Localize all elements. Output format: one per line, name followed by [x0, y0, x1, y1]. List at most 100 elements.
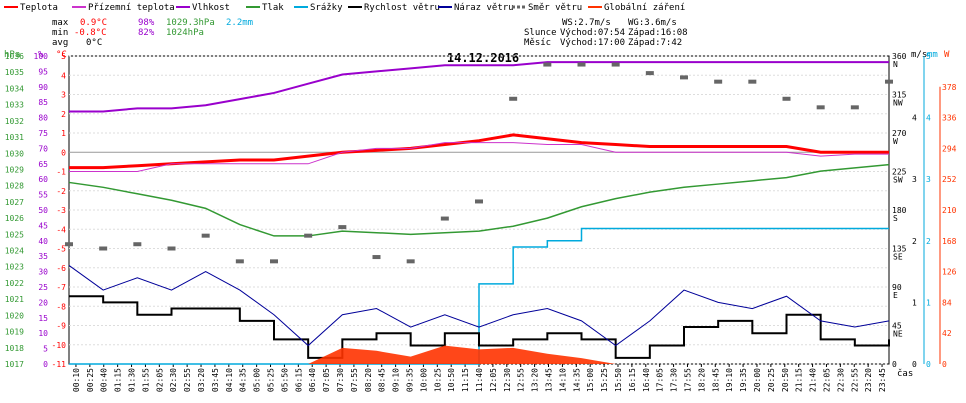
series-layer [65, 61, 893, 365]
x-tick-label: 16:15 [628, 368, 637, 392]
wind-direction-point [304, 233, 313, 238]
x-tick-label: 02:05 [155, 368, 164, 392]
x-tick-label: 04:10 [225, 368, 234, 392]
axis-pct-label: % [38, 50, 44, 60]
axis-temp-tick: -11 [52, 360, 67, 369]
stats-max-press: 1029.3hPa [166, 18, 215, 28]
axis-dir-tick: 45 [892, 322, 902, 331]
axis-pct-tick: 75 [38, 129, 48, 138]
legend-item-vlhkost: Vlhkost [176, 3, 230, 13]
axis-pct-tick: 45 [38, 221, 48, 230]
x-tick-label: 23:45 [878, 368, 887, 392]
axis-wm2-tick: 0 [942, 360, 947, 369]
x-axis-label: čas [897, 368, 913, 379]
x-tick-label: 12:30 [503, 368, 512, 392]
stats-moon-set: Západ:7:42 [628, 38, 682, 48]
axis-hpa-tick: 1022 [5, 279, 24, 288]
x-tick-label: 22:55 [850, 368, 859, 392]
axis-dir-name: NE [893, 330, 903, 339]
wind-direction-point [577, 62, 586, 67]
x-tick-label: 04:35 [239, 368, 248, 392]
x-tick-label: 12:05 [489, 368, 498, 392]
series-sr-ky [69, 227, 889, 365]
axis-mm-tick: 2 [926, 237, 931, 246]
axis-temp-tick: -4 [56, 225, 66, 234]
legend-item-globalni-zareni: Globální záření [588, 3, 685, 13]
stats-max-hum: 98% [138, 18, 155, 28]
x-tick-label: 13:45 [544, 368, 553, 392]
axis-temp-tick: -3 [56, 206, 66, 215]
axis-dir-tick: 315 [892, 91, 907, 100]
axis-pct-tick: 90 [38, 83, 48, 92]
axis-temp-tick: 4 [61, 71, 66, 80]
axis-hpa-tick: 1032 [5, 117, 24, 126]
wind-direction-point [406, 259, 415, 264]
axis-temp-tick: -7 [56, 283, 66, 292]
wind-direction-point [543, 62, 552, 67]
x-tick-label: 08:20 [364, 368, 373, 392]
axis-pct-tick: 65 [38, 160, 48, 169]
axis-pct-tick: 85 [38, 98, 48, 107]
legend-item-tlak: Tlak [246, 3, 284, 13]
axis-dir-tick: 180 [892, 206, 907, 215]
x-tick-label: 14:35 [572, 368, 581, 392]
axis-temp-tick: -8 [56, 302, 66, 311]
x-tick-label: 20:50 [781, 368, 790, 392]
axis-hpa-tick: 1036 [5, 52, 24, 61]
axis-temp-tick: -1 [56, 168, 66, 177]
x-tick-label: 03:45 [211, 368, 220, 392]
series-glob-ln-z-en- [69, 345, 889, 364]
x-tick-label: 05:50 [280, 368, 289, 392]
x-tick-label: 22:30 [836, 368, 845, 392]
axis-temp-tick: -10 [52, 341, 67, 350]
axis-ms-label: m/s [911, 50, 927, 60]
legend-item-teplota: Teplota [4, 3, 58, 13]
legend-label: Globální záření [604, 3, 685, 13]
axis-pct-tick: 50 [38, 206, 48, 215]
legend-item-smer-vetru: Směr větru [512, 3, 582, 13]
x-tick-label: 00:40 [100, 368, 109, 392]
wind-direction-point [714, 79, 723, 84]
wind-direction-point [440, 216, 449, 221]
right-axes: 360N315NW270W225SW180S135SE90E45NE043210… [892, 52, 957, 369]
legend-label: Teplota [20, 3, 58, 13]
axis-hpa-tick: 1019 [5, 328, 24, 337]
wind-direction-point [475, 199, 483, 204]
x-tick-label: 06:15 [294, 368, 303, 392]
axis-dir-tick: 90 [892, 283, 902, 292]
x-tick-label: 02:30 [169, 368, 178, 392]
wind-direction-point [270, 259, 278, 264]
legend: Teplota Přízemní teplota Vlhkost Tlak Sr… [4, 3, 685, 13]
axis-hpa-tick: 1021 [5, 295, 24, 304]
axis-dir-name: SE [893, 253, 903, 262]
axis-dir-name: N [893, 60, 898, 69]
axis-temp-label: °C [56, 50, 67, 60]
x-tick-label: 03:20 [197, 368, 206, 392]
x-tick-label: 09:35 [406, 368, 415, 392]
axis-pct-tick: 30 [38, 268, 48, 277]
axis-hpa-tick: 1017 [5, 360, 24, 369]
stats-moon-label: Měsíc [524, 38, 551, 48]
x-tick-label: 18:20 [697, 368, 706, 392]
axis-ms-tick: 1 [912, 298, 917, 307]
axis-temp-tick: -9 [56, 322, 66, 331]
x-tick-label: 10:50 [447, 368, 456, 392]
axis-hpa-tick: 1025 [5, 230, 24, 239]
axis-mm-tick: 1 [926, 298, 931, 307]
stats-max-temp: 0.9°C [80, 18, 107, 28]
axis-pct-tick: 20 [38, 298, 48, 307]
x-tick-label: 08:45 [378, 368, 387, 392]
x-tick-label: 01:55 [141, 368, 150, 392]
axis-hpa-label: hPa [4, 50, 20, 60]
x-tick-label: 05:25 [267, 368, 276, 392]
axis-pct-tick: 25 [38, 283, 48, 292]
wind-direction-point [850, 105, 859, 110]
stats-min-press: 1024hPa [166, 28, 204, 38]
axis-pct-tick: 70 [38, 144, 48, 153]
wind-direction-point [645, 71, 654, 76]
x-tick-label: 23:20 [864, 368, 873, 392]
axis-temp-tick: 1 [61, 129, 66, 138]
x-tick-label: 21:15 [795, 368, 804, 392]
stats-max-label: max [52, 18, 69, 28]
